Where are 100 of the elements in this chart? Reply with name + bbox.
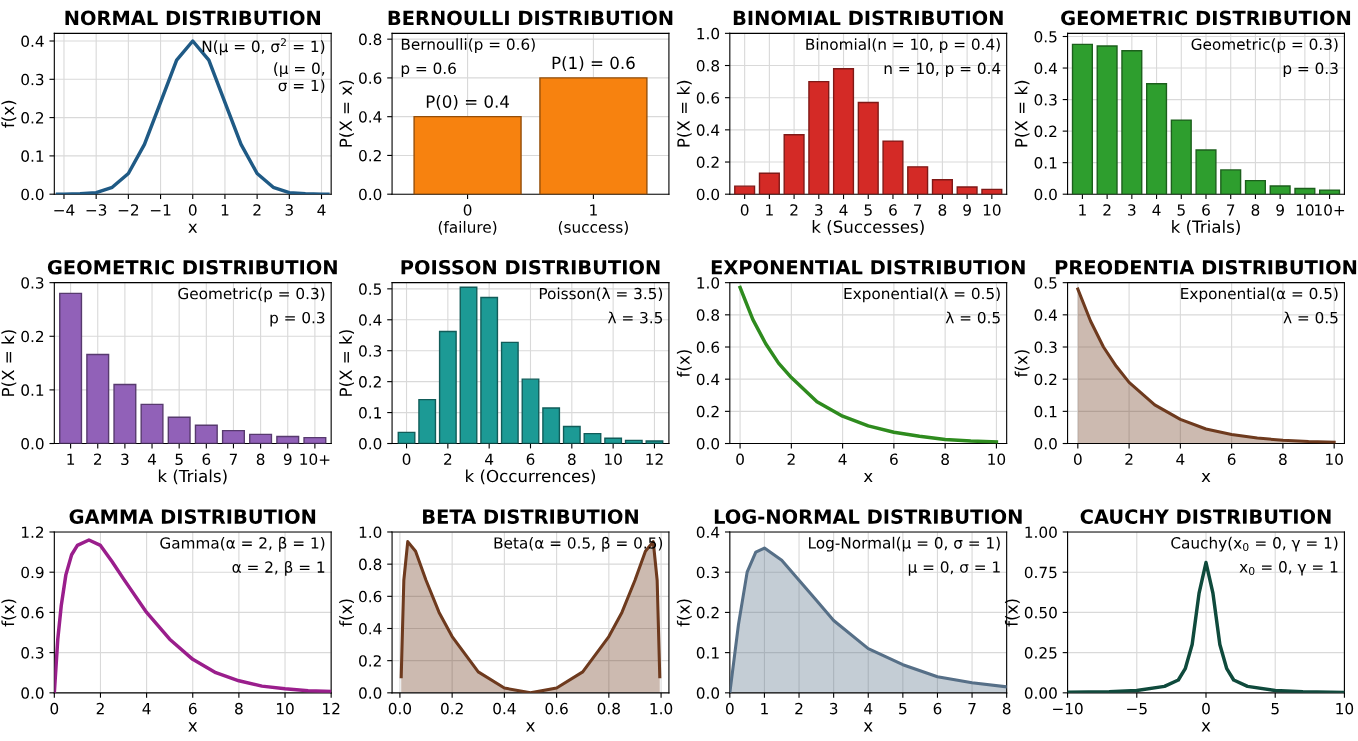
x-tick-label: 12 bbox=[646, 453, 663, 465]
x-tick-label: 9 bbox=[963, 204, 971, 216]
y-tick-label: 0.2 bbox=[1034, 373, 1057, 386]
bar bbox=[1220, 169, 1242, 195]
y-tick-label: 0.6 bbox=[696, 341, 720, 354]
x-tick-label: 5 bbox=[864, 204, 872, 216]
x-tick-label: 0.8 bbox=[597, 702, 620, 715]
bar bbox=[1269, 185, 1291, 195]
bar bbox=[521, 378, 540, 444]
y-tick-label: 0.3 bbox=[696, 566, 719, 579]
x-tick-label: 10 bbox=[983, 204, 1001, 216]
y-tick-label: 0.3 bbox=[1034, 94, 1057, 106]
x-tick-label: 3 bbox=[1128, 204, 1136, 216]
y-tick-label: 0.0 bbox=[696, 188, 720, 201]
y-tick-label: 0.3 bbox=[359, 345, 382, 357]
x-tick-label: 4 bbox=[147, 453, 157, 465]
y-tick-label: 0.9 bbox=[21, 566, 44, 579]
chart-title: LOG-NORMAL DISTRIBUTION bbox=[714, 509, 1022, 524]
x-tick-label: 8 bbox=[256, 453, 265, 466]
x-tick-label: 1 bbox=[766, 204, 773, 216]
bar bbox=[167, 416, 191, 444]
annotation: λ = 0.5 bbox=[945, 311, 1000, 324]
y-tick-label: 0.2 bbox=[359, 655, 381, 667]
y-tick-label: 0.4 bbox=[359, 111, 382, 123]
x-tick-label: 10+ bbox=[300, 453, 330, 466]
x-tick-label: 1.0 bbox=[650, 702, 673, 715]
x-axis-title: x bbox=[863, 472, 873, 483]
x-tick-label: 7 bbox=[914, 204, 922, 216]
bar bbox=[758, 172, 780, 195]
x-tick-label: 3 bbox=[829, 702, 838, 715]
y-tick-label: 0.0 bbox=[1034, 188, 1057, 201]
annotation: p = 0.3 bbox=[1283, 62, 1338, 78]
x-axis-title: k (Trials) bbox=[158, 469, 227, 485]
x-tick-label: 10 bbox=[1296, 204, 1314, 216]
x-axis-title: x bbox=[188, 223, 198, 233]
y-tick-label: 0.8 bbox=[359, 33, 382, 46]
bar bbox=[1294, 187, 1316, 195]
x-axis-title: k (Trials) bbox=[1172, 220, 1240, 235]
x-axis-title: x bbox=[188, 722, 198, 732]
y-tick-label: 0.1 bbox=[21, 384, 44, 396]
x-tick-label: 5 bbox=[175, 453, 183, 466]
annotation: x$_{0}$ = 0, γ = 1 bbox=[1239, 561, 1338, 576]
x-tick-label: 6 bbox=[889, 204, 897, 216]
x-tick-label: 9 bbox=[283, 453, 292, 466]
y-axis-title: f(x) bbox=[676, 350, 692, 378]
annotation: Bernoulli(p = 0.6) bbox=[401, 38, 535, 53]
x-tick-label: 3 bbox=[121, 453, 129, 466]
y-tick-label: 0.0 bbox=[21, 687, 44, 699]
annotation: (μ = 0, σ = 1) bbox=[274, 62, 325, 94]
x-tick-label: 6 bbox=[1227, 453, 1236, 466]
y-axis-title: P(X = k) bbox=[1014, 80, 1030, 147]
x-tick-label: 1 bbox=[761, 703, 768, 715]
x-tick-label: 2 bbox=[444, 453, 452, 465]
y-tick-label: 0.5 bbox=[1034, 30, 1057, 43]
y-tick-label: 0.75 bbox=[1024, 566, 1057, 579]
bar bbox=[59, 292, 83, 444]
chart-title: CAUCHY DISTRIBUTION bbox=[1080, 509, 1331, 524]
x-tick-label: 1 (success) bbox=[558, 204, 628, 235]
chart-title: BINOMIAL DISTRIBUTION bbox=[733, 10, 1003, 26]
x-tick-label: 0 bbox=[1073, 453, 1082, 466]
y-axis-title: f(x) bbox=[1014, 350, 1030, 378]
x-tick-label: 10 bbox=[276, 702, 294, 715]
x-tick-label: 10+ bbox=[1315, 204, 1345, 216]
bar bbox=[583, 432, 602, 444]
x-tick-label: 0 bbox=[402, 453, 411, 466]
y-tick-label: 0.6 bbox=[359, 590, 382, 603]
x-tick-label: 0.6 bbox=[545, 702, 568, 715]
x-tick-label: −3 bbox=[86, 204, 107, 216]
y-tick-label: 0.5 bbox=[359, 283, 382, 295]
bar bbox=[500, 341, 519, 444]
x-axis-title: k (Successes) bbox=[812, 220, 924, 235]
bar bbox=[1319, 189, 1341, 195]
bar bbox=[418, 398, 437, 444]
y-tick-label: 0.1 bbox=[1034, 157, 1057, 169]
bar bbox=[249, 433, 273, 444]
x-tick-label: 4 bbox=[142, 703, 151, 715]
annotation: λ = 0.5 bbox=[1283, 311, 1338, 324]
bar bbox=[1121, 49, 1143, 195]
annotation: p = 0.3 bbox=[270, 311, 325, 327]
chart-title: EXPONENTIAL DISTRIBUTION bbox=[711, 259, 1025, 275]
bar bbox=[882, 140, 904, 195]
y-tick-label: 0.1 bbox=[359, 407, 381, 419]
annotation: p = 0.6 bbox=[401, 62, 456, 78]
x-tick-label: 8 bbox=[1002, 702, 1011, 715]
bar bbox=[857, 101, 879, 195]
chart-title: NORMAL DISTRIBUTION bbox=[65, 10, 321, 26]
x-tick-label: 0 bbox=[1202, 702, 1210, 715]
annotation: Exponential(α = 0.5) bbox=[1181, 287, 1338, 303]
annotation: Geometric(p = 0.3) bbox=[1191, 38, 1338, 53]
x-tick-label: 8 bbox=[941, 453, 949, 466]
y-tick-label: 0.8 bbox=[696, 59, 720, 72]
y-tick-label: 0.2 bbox=[696, 606, 719, 619]
y-tick-label: 0.0 bbox=[359, 188, 382, 201]
y-tick-label: 0.0 bbox=[696, 687, 720, 699]
bar bbox=[194, 424, 218, 444]
y-tick-label: 0.8 bbox=[359, 558, 382, 571]
x-tick-label: 12 bbox=[323, 702, 340, 715]
x-axis-title: x bbox=[1201, 472, 1211, 483]
y-tick-label: 0.00 bbox=[1024, 687, 1057, 699]
y-tick-label: 1.0 bbox=[697, 277, 720, 289]
